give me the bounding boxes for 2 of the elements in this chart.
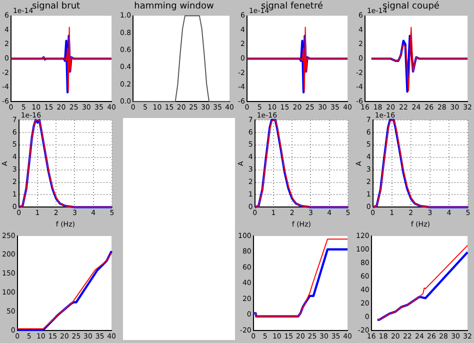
chart-title: hamming window — [134, 2, 214, 12]
chart-title: signal brut — [32, 2, 81, 12]
